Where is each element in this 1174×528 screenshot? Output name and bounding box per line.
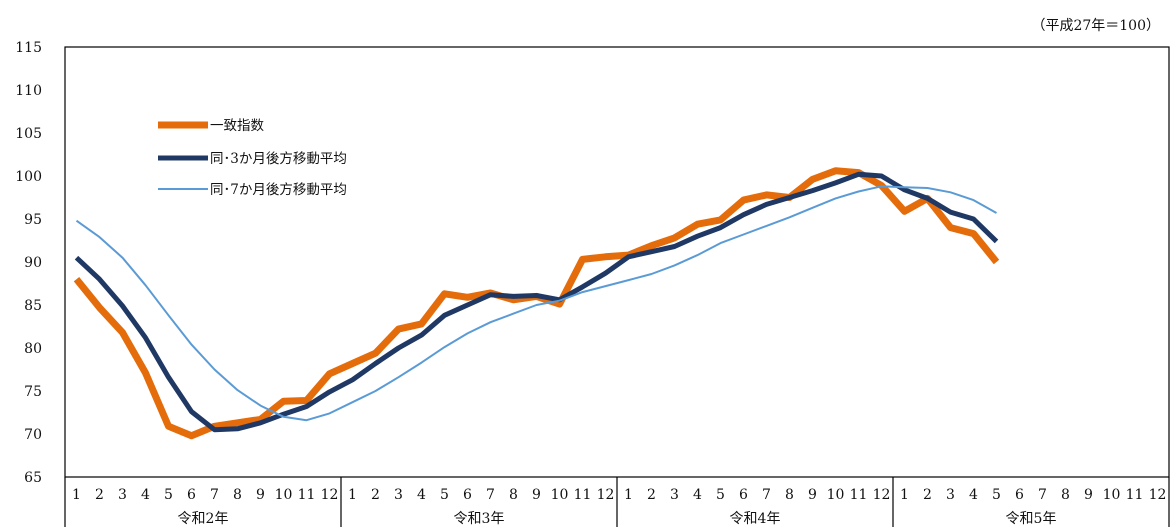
x-tick-label: 11 (850, 487, 868, 503)
x-tick-label: 2 (923, 487, 932, 503)
x-tick-label: 1 (900, 487, 909, 503)
x-tick-label: 7 (486, 487, 495, 503)
x-tick-label: 12 (873, 487, 891, 503)
x-tick-label: 10 (275, 487, 293, 503)
series-lines (73, 167, 1000, 440)
x-tick-label: 2 (371, 487, 380, 503)
y-tick-label: 95 (24, 212, 42, 228)
x-tick-label: 5 (440, 487, 449, 503)
x-tick-label: 12 (1149, 487, 1167, 503)
legend-label: 同･7か月後方移動平均 (210, 182, 347, 198)
x-tick-label: 2 (647, 487, 656, 503)
x-tick-label: 1 (72, 487, 81, 503)
x-tick-label: 12 (597, 487, 615, 503)
legend-label: 同･3か月後方移動平均 (210, 151, 347, 167)
y-tick-label: 105 (15, 126, 42, 142)
x-tick-label: 1 (348, 487, 357, 503)
x-tick-label: 9 (808, 487, 817, 503)
x-tick-label: 9 (1084, 487, 1093, 503)
x-tick-label: 3 (394, 487, 403, 503)
x-tick-label: 11 (298, 487, 316, 503)
series-line (74, 171, 999, 433)
x-tick-label: 8 (785, 487, 794, 503)
x-tick-label: 6 (1015, 487, 1024, 503)
x-tick-label: 10 (1103, 487, 1121, 503)
x-tick-label: 11 (574, 487, 592, 503)
x-year-label: 令和2年 (178, 511, 229, 527)
series-line (73, 167, 1000, 440)
series-line (75, 185, 997, 422)
plot-frame (64, 46, 1170, 478)
x-tick-label: 8 (233, 487, 242, 503)
x-tick-label: 9 (256, 487, 265, 503)
x-tick-label: 6 (739, 487, 748, 503)
x-tick-label: 1 (624, 487, 633, 503)
x-tick-label: 4 (693, 487, 702, 503)
x-tick-label: 11 (1126, 487, 1144, 503)
x-tick-label: 5 (164, 487, 173, 503)
y-tick-label: 85 (24, 298, 42, 314)
y-tick-label: 110 (15, 83, 42, 99)
x-year-label: 令和5年 (1006, 511, 1057, 527)
x-tick-label: 7 (1038, 487, 1047, 503)
x-tick-label: 10 (551, 487, 569, 503)
y-axis: 65 70 75 80 85 90 95 100 105 110 115 (15, 40, 42, 486)
legend-label: 一致指数 (210, 118, 264, 134)
y-tick-label: 90 (24, 255, 42, 271)
y-tick-label: 75 (24, 384, 42, 400)
x-tick-label: 9 (532, 487, 541, 503)
x-tick-label: 7 (762, 487, 771, 503)
y-tick-label: 65 (24, 470, 42, 486)
y-tick-label: 70 (24, 427, 42, 443)
x-tick-label: 4 (969, 487, 978, 503)
x-year-label: 令和4年 (730, 511, 781, 527)
x-tick-label: 10 (827, 487, 845, 503)
x-tick-label: 7 (210, 487, 219, 503)
x-tick-label: 3 (118, 487, 127, 503)
x-year-label: 令和3年 (454, 511, 505, 527)
x-tick-label: 4 (417, 487, 426, 503)
x-tick-label: 5 (992, 487, 1001, 503)
y-tick-label: 80 (24, 341, 42, 357)
x-tick-label: 3 (670, 487, 679, 503)
y-tick-label: 115 (15, 40, 42, 56)
x-tick-label: 3 (946, 487, 955, 503)
x-tick-label: 8 (1061, 487, 1070, 503)
y-tick-label: 100 (15, 169, 42, 185)
x-tick-label: 4 (141, 487, 150, 503)
x-tick-label: 6 (187, 487, 196, 503)
x-tick-label: 2 (95, 487, 104, 503)
unit-label: （平成27年＝100） (1031, 18, 1160, 34)
x-tick-label: 12 (321, 487, 339, 503)
x-tick-label: 8 (509, 487, 518, 503)
x-tick-label: 5 (716, 487, 725, 503)
x-tick-label: 6 (463, 487, 472, 503)
